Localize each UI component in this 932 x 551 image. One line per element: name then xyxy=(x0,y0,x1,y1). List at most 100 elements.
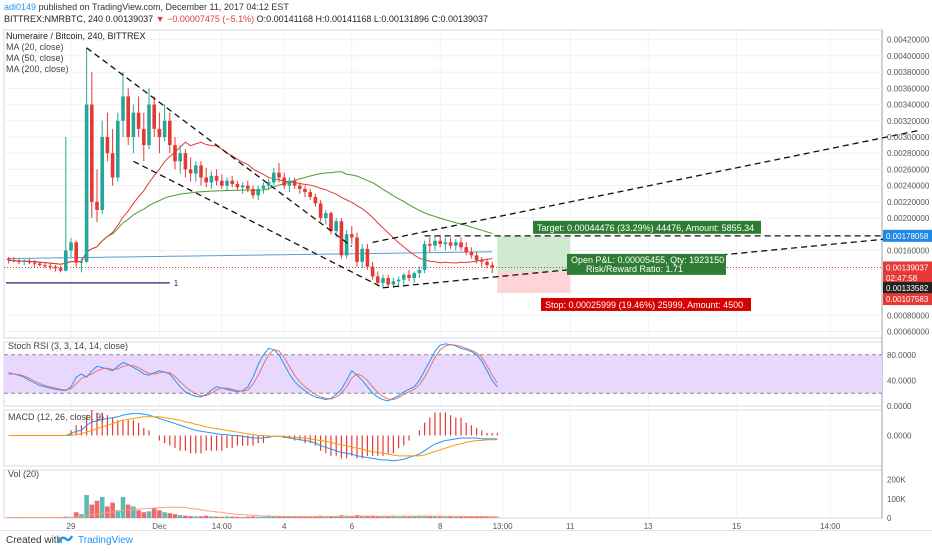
y-tick-label: 0.00280000 xyxy=(887,149,930,158)
volume-bar xyxy=(469,517,474,518)
price-tag-label: 02:47:58 xyxy=(886,274,918,283)
volume-bar xyxy=(448,517,453,518)
volume-bar xyxy=(225,516,230,518)
volume-bar xyxy=(251,516,256,518)
candle-body xyxy=(116,121,120,178)
volume-bar xyxy=(443,517,448,518)
candle-body xyxy=(298,186,302,189)
trendline xyxy=(133,161,383,287)
candle-body xyxy=(100,137,104,210)
candle-body xyxy=(308,192,312,197)
y-tick-label: 0.00200000 xyxy=(887,214,930,223)
candle-body xyxy=(184,153,188,169)
volume-bar xyxy=(230,517,235,518)
candle-body xyxy=(324,213,328,218)
volume-bar xyxy=(246,517,251,518)
candle-body xyxy=(12,260,16,261)
vol-tick-label: 0 xyxy=(887,514,892,523)
candle-body xyxy=(256,189,260,195)
candle-body xyxy=(277,173,281,178)
trendline xyxy=(87,48,352,247)
ma200-line xyxy=(9,252,493,259)
candle-body xyxy=(402,275,406,280)
x-tick-label: 6 xyxy=(350,522,355,530)
rsi-tick-label: 80.0000 xyxy=(887,351,916,360)
candle-body xyxy=(111,153,115,177)
volume-bar xyxy=(407,517,412,518)
volume-bar xyxy=(298,517,303,518)
target-label: Target: 0.00044476 (33.29%) 44476, Amoun… xyxy=(537,223,754,233)
volume-bar xyxy=(194,516,199,518)
volume-bar xyxy=(173,514,178,518)
candle-body xyxy=(480,260,484,262)
candle-body xyxy=(210,176,214,182)
candle-body xyxy=(464,247,468,252)
y-tick-label: 0.00300000 xyxy=(887,133,930,142)
volume-bar xyxy=(396,517,401,518)
tradingview-brand[interactable]: TradingView xyxy=(78,535,133,546)
candle-body xyxy=(470,252,474,255)
price-change: −0.00007475 (−5.1%) xyxy=(167,14,254,24)
candle-body xyxy=(121,96,125,120)
macd-label: MACD (12, 26, close, 9) xyxy=(8,412,104,422)
horizontal-line-label: 1 xyxy=(174,279,179,288)
change-arrow: ▼ xyxy=(156,14,165,24)
candle-body xyxy=(54,267,58,269)
candle-body xyxy=(490,265,494,267)
candle-body xyxy=(282,178,286,186)
volume-bar xyxy=(162,512,167,518)
volume-bar xyxy=(95,501,100,518)
candle-body xyxy=(340,221,344,255)
candle-body xyxy=(189,169,193,173)
y-tick-label: 0.00340000 xyxy=(887,101,930,110)
candle-body xyxy=(444,242,448,244)
candle-body xyxy=(397,280,401,282)
x-tick-label: 14:00 xyxy=(820,522,841,530)
x-tick-label: 13 xyxy=(644,522,653,530)
candle-body xyxy=(225,181,229,186)
candle-body xyxy=(262,186,266,189)
y-tick-label: 0.00400000 xyxy=(887,52,930,61)
candle-body xyxy=(106,137,110,153)
candle-body xyxy=(38,263,42,265)
candle-body xyxy=(80,262,84,263)
candle-body xyxy=(246,186,250,189)
candle-body xyxy=(48,266,52,267)
stop-label: Stop: 0.00025999 (19.46%) 25999, Amount:… xyxy=(545,300,743,310)
x-tick-label: 4 xyxy=(282,522,287,530)
x-tick-label: 8 xyxy=(438,522,443,530)
vol-tick-label: 200K xyxy=(887,476,906,485)
volume-bar xyxy=(110,503,115,518)
volume-bar xyxy=(282,517,287,518)
candle-body xyxy=(350,234,354,237)
vol-label: Vol (20) xyxy=(8,469,39,479)
candle-body xyxy=(319,203,323,218)
volume-bar xyxy=(490,517,495,518)
y-tick-label: 0.00360000 xyxy=(887,84,930,93)
x-tick-label: 14:00 xyxy=(212,522,233,530)
y-tick-label: 0.00240000 xyxy=(887,182,930,191)
candle-body xyxy=(438,241,442,244)
volume-bar xyxy=(178,515,183,518)
risk-reward-label: Risk/Reward Ratio: 1.71 xyxy=(586,264,683,274)
symbol-header: BITTREX:NMRBTC, 240 0.00139037 ▼ −0.0000… xyxy=(4,14,488,24)
author-link[interactable]: adi0149 xyxy=(4,2,36,12)
y-tick-label: 0.00320000 xyxy=(887,117,930,126)
candle-body xyxy=(345,234,349,255)
chart-area[interactable]: 1 0.004200000.004000000.003800000.003600… xyxy=(0,26,932,530)
volume-bar xyxy=(90,505,95,518)
x-tick-label: 13:00 xyxy=(493,522,514,530)
candle-body xyxy=(17,261,21,262)
candle-body xyxy=(485,262,489,265)
candle-body xyxy=(433,241,437,246)
legend-ma20: MA (20, close) xyxy=(6,42,64,52)
rsi-tick-label: 0.0000 xyxy=(887,402,912,411)
candle-body xyxy=(407,275,411,278)
candle-body xyxy=(64,250,68,270)
candle-body xyxy=(381,278,385,283)
volume-bar xyxy=(495,517,500,518)
symbol-label: BITTREX:NMRBTC, 240 xyxy=(4,14,103,24)
ohlc-values: O:0.00141168 H:0.00141168 L:0.00131896 C… xyxy=(257,14,488,24)
chart-title: Numeraire / Bitcoin, 240, BITTREX xyxy=(6,31,146,41)
